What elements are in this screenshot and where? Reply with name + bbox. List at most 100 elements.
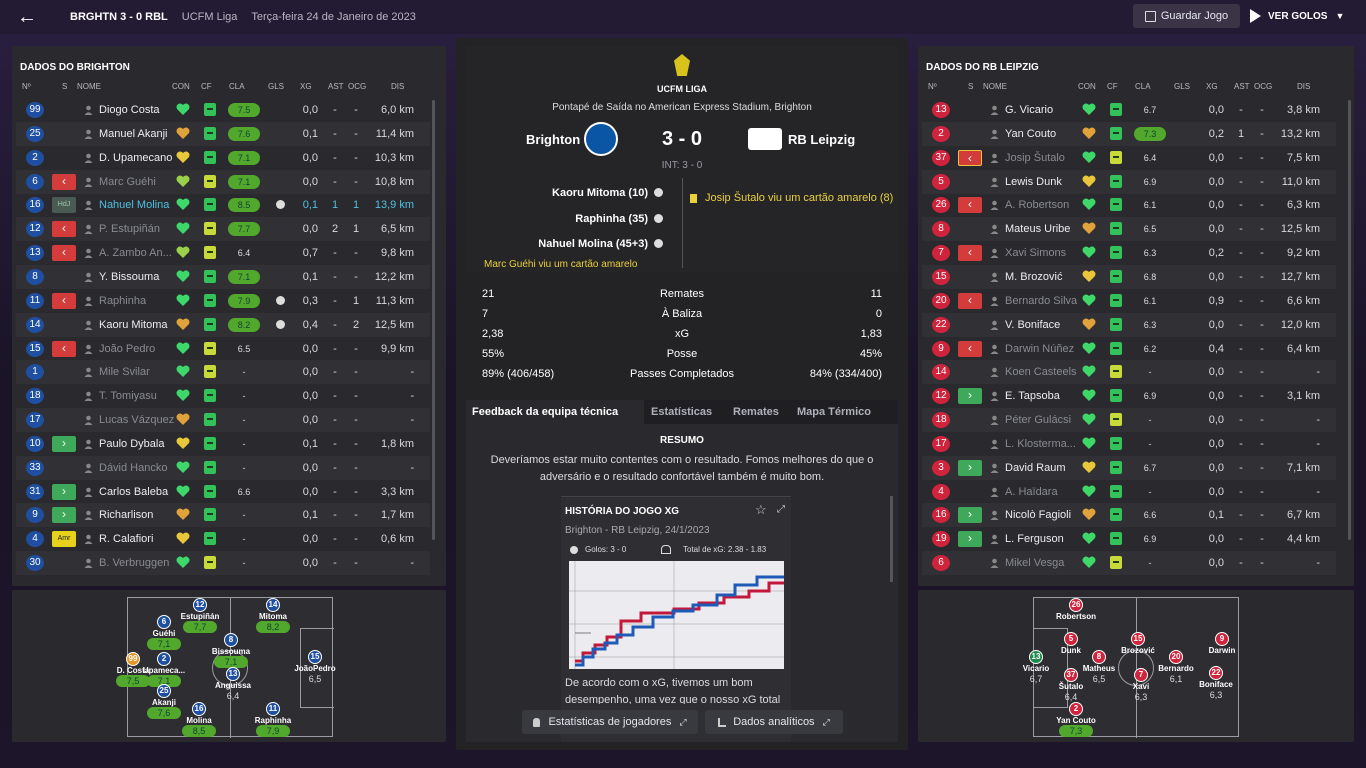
table-row[interactable]: 7 ‹ Xavi Simons 6.3 0,2 - - 9,2 km bbox=[922, 241, 1336, 265]
formation-player[interactable]: 15 JoãoPedro 6,5 bbox=[280, 650, 350, 685]
tab-shots[interactable]: Remates bbox=[733, 406, 779, 418]
scrollbar[interactable] bbox=[1348, 100, 1351, 540]
player-name[interactable]: E. Tapsoba bbox=[1005, 390, 1060, 403]
table-row[interactable]: 15 M. Brozović 6.8 0,0 - - 12,7 km bbox=[922, 264, 1336, 289]
player-name[interactable]: L. Klosterma... bbox=[1005, 437, 1076, 450]
table-row[interactable]: 15 ‹ João Pedro 6.5 0,0 - - 9,9 km bbox=[16, 337, 430, 361]
player-name[interactable]: A. Haïdara bbox=[1005, 485, 1058, 498]
table-row[interactable]: 25 Manuel Akanji 7.6 0,1 - - 11,4 km bbox=[16, 121, 430, 146]
table-row[interactable]: 9 ‹ Darwin Núñez 6.2 0,4 - - 6,4 km bbox=[922, 337, 1336, 361]
column-header-con[interactable]: CON bbox=[1078, 82, 1096, 91]
back-arrow-icon[interactable]: ← bbox=[17, 5, 37, 28]
player-name[interactable]: Mateus Uribe bbox=[1005, 223, 1071, 236]
table-row[interactable]: 10 › Paulo Dybala - 0,1 - - 1,8 km bbox=[16, 432, 430, 456]
player-name[interactable]: V. Boniface bbox=[1005, 318, 1061, 331]
table-row[interactable]: 30 B. Verbruggen - 0,0 - - - bbox=[16, 551, 430, 576]
formation-player[interactable]: 16 Molina 8,5 bbox=[164, 702, 234, 737]
player-name[interactable]: Lewis Dunk bbox=[1005, 175, 1062, 188]
player-name[interactable]: David Raum bbox=[1005, 461, 1066, 474]
table-row[interactable]: 37 ‹ Josip Šutalo 6.4 0,0 - - 7,5 km bbox=[922, 146, 1336, 170]
column-header-gls[interactable]: GLS bbox=[268, 82, 285, 91]
expand-icon[interactable]: ⤢ bbox=[777, 504, 785, 515]
table-row[interactable]: 1 Mile Svilar - 0,0 - - - bbox=[16, 360, 430, 385]
column-header-gls[interactable]: GLS bbox=[1174, 82, 1191, 91]
table-row[interactable]: 18 T. Tomiyasu - 0,0 - - - bbox=[16, 384, 430, 408]
formation-player[interactable]: 25 Akanji 7,6 bbox=[129, 684, 199, 719]
column-header-num[interactable]: Nº bbox=[928, 82, 937, 91]
player-name[interactable]: P. Estupiñán bbox=[99, 223, 160, 236]
table-row[interactable]: 26 ‹ A. Robertson 6.1 0,0 - - 6,3 km bbox=[922, 193, 1336, 217]
formation-player[interactable]: 22 Boniface 6,3 bbox=[1181, 666, 1251, 701]
formation-player[interactable]: 15 Brozović bbox=[1103, 632, 1173, 655]
table-row[interactable]: 9 › Richarlison - 0,1 - - 1,7 km bbox=[16, 503, 430, 528]
tab-heatmap[interactable]: Mapa Térmico bbox=[797, 406, 871, 418]
tab-statistics[interactable]: Estatísticas bbox=[651, 406, 713, 418]
player-name[interactable]: Mikel Vesga bbox=[1005, 557, 1065, 570]
table-row[interactable]: 5 Lewis Dunk 6.9 0,0 - - 11,0 km bbox=[922, 169, 1336, 194]
player-name[interactable]: D. Upamecano bbox=[99, 151, 173, 164]
player-name[interactable]: Richarlison bbox=[99, 509, 154, 522]
player-name[interactable]: Koen Casteels bbox=[1005, 366, 1077, 379]
player-stats-button[interactable]: Estatísticas de jogadores ⤢ bbox=[522, 710, 698, 734]
player-name[interactable]: Josip Šutalo bbox=[1005, 151, 1065, 164]
formation-player[interactable]: 20 Bernardo 6,1 bbox=[1141, 650, 1211, 685]
save-game-button[interactable]: Guardar Jogo bbox=[1133, 4, 1240, 28]
player-name[interactable]: Lucas Vázquez bbox=[99, 414, 175, 427]
player-name[interactable]: Bernardo Silva bbox=[1005, 294, 1078, 307]
player-name[interactable]: G. Vicario bbox=[1005, 104, 1054, 116]
player-name[interactable]: B. Verbruggen bbox=[99, 557, 170, 570]
formation-player[interactable]: 6 Guéhi 7,1 bbox=[129, 615, 199, 650]
formation-player[interactable]: 14 Mitoma 8,2 bbox=[238, 598, 308, 633]
column-header-xg[interactable]: XG bbox=[1206, 82, 1218, 91]
formation-player[interactable]: 37 Šutalo 6,4 bbox=[1036, 668, 1106, 703]
table-row[interactable]: 6 Mikel Vesga - 0,0 - - - bbox=[922, 551, 1336, 576]
table-row[interactable]: 8 Y. Bissouma 7.1 0,1 - - 12,2 km bbox=[16, 264, 430, 289]
player-name[interactable]: A. Zambo An... bbox=[99, 247, 172, 260]
table-row[interactable]: 11 ‹ Raphinha 7.9 0,3 - 1 11,3 km bbox=[16, 289, 430, 313]
table-row[interactable]: 16 HdJ Nahuel Molina 8.5 0,1 1 1 13,9 km bbox=[16, 193, 430, 217]
scrollbar[interactable] bbox=[890, 496, 893, 582]
formation-player[interactable]: 13 Vicario 6,7 bbox=[1001, 650, 1071, 685]
player-name[interactable]: Raphinha bbox=[99, 294, 147, 307]
table-row[interactable]: 12 › E. Tapsoba 6.9 0,0 - - 3,1 km bbox=[922, 384, 1336, 408]
player-name[interactable]: Diogo Costa bbox=[99, 104, 160, 116]
formation-player[interactable]: 7 Xavi 6,3 bbox=[1106, 668, 1176, 703]
table-row[interactable]: 18 Péter Gulácsi - 0,0 - - - bbox=[922, 408, 1336, 433]
column-header-num[interactable]: Nº bbox=[22, 82, 31, 91]
star-icon[interactable]: ☆ bbox=[755, 502, 767, 517]
column-header-s[interactable]: S bbox=[968, 82, 974, 91]
player-name[interactable]: T. Tomiyasu bbox=[99, 390, 157, 403]
column-header-cf[interactable]: CF bbox=[1107, 82, 1118, 91]
player-name[interactable]: Nicolò Fagioli bbox=[1005, 509, 1072, 522]
player-name[interactable]: Darwin Núñez bbox=[1005, 342, 1075, 355]
player-name[interactable]: Manuel Akanji bbox=[99, 127, 168, 140]
view-goals-button[interactable]: VER GOLOS ▼ bbox=[1250, 4, 1360, 28]
column-header-ocg[interactable]: OCG bbox=[1254, 82, 1273, 91]
player-name[interactable]: Nahuel Molina bbox=[99, 199, 170, 212]
player-name[interactable]: Kaoru Mitoma bbox=[99, 318, 168, 331]
formation-player[interactable]: 9 Darwin bbox=[1187, 632, 1257, 655]
table-row[interactable]: 17 L. Klosterma... - 0,0 - - - bbox=[922, 432, 1336, 456]
column-header-name[interactable]: NOME bbox=[77, 82, 101, 91]
table-row[interactable]: 16 › Nicolò Fagioli 6.6 0,1 - - 6,7 km bbox=[922, 503, 1336, 528]
player-name[interactable]: Xavi Simons bbox=[1005, 247, 1067, 260]
table-row[interactable]: 4 A. Haïdara - 0,0 - - - bbox=[922, 480, 1336, 504]
player-name[interactable]: João Pedro bbox=[99, 342, 156, 355]
formation-player[interactable]: 12 Estupiñán 7,7 bbox=[165, 598, 235, 633]
column-header-ast[interactable]: AST bbox=[328, 82, 344, 91]
formation-player[interactable]: 2 Upameca... 7,1 bbox=[129, 652, 199, 687]
player-name[interactable]: R. Calafiori bbox=[99, 533, 154, 546]
player-name[interactable]: M. Brozović bbox=[1005, 270, 1063, 283]
table-row[interactable]: 33 Dávid Hancko - 0,0 - - - bbox=[16, 455, 430, 480]
player-name[interactable]: Marc Guéhi bbox=[99, 175, 156, 188]
column-header-name[interactable]: NOME bbox=[983, 82, 1007, 91]
table-row[interactable]: 13 G. Vicario 6.7 0,0 - - 3,8 km bbox=[922, 98, 1336, 122]
player-name[interactable]: L. Ferguson bbox=[1005, 533, 1064, 546]
column-header-ocg[interactable]: OCG bbox=[348, 82, 367, 91]
column-header-xg[interactable]: XG bbox=[300, 82, 312, 91]
table-row[interactable]: 8 Mateus Uribe 6.5 0,0 - - 12,5 km bbox=[922, 217, 1336, 242]
table-row[interactable]: 13 ‹ A. Zambo An... 6.4 0,7 - - 9,8 km bbox=[16, 241, 430, 265]
formation-player[interactable]: 8 Matheus 6,5 bbox=[1064, 650, 1134, 685]
player-name[interactable]: Mile Svilar bbox=[99, 366, 150, 379]
player-name[interactable]: Carlos Baleba bbox=[99, 485, 169, 498]
